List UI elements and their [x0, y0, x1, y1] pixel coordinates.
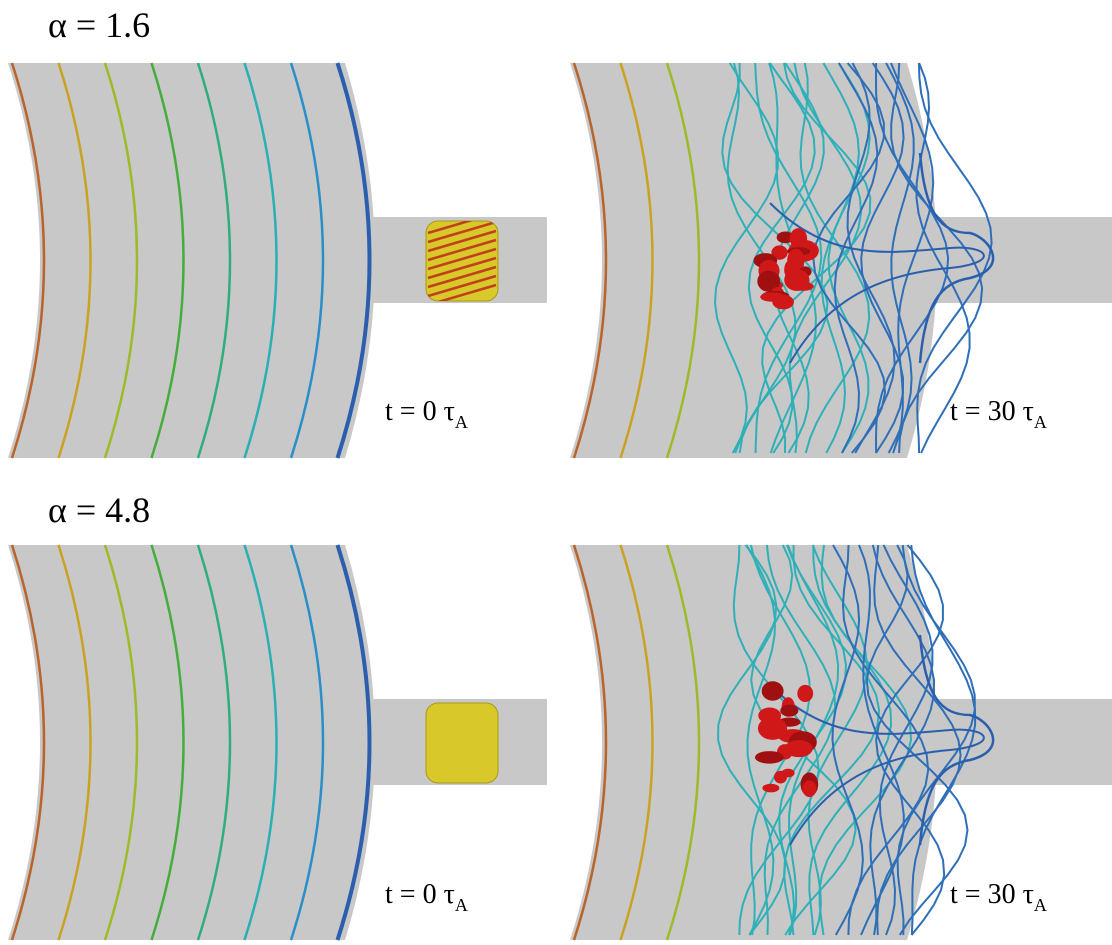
time-label: t = 30 τA: [950, 396, 1047, 432]
time-sub: A: [455, 412, 468, 432]
row-label: α = 1.6: [48, 5, 150, 45]
current-blob: [762, 784, 779, 793]
figure: α = 1.6 α = 4.8 t = 0 τA t = 30 τA t = 0…: [0, 0, 1112, 945]
current-blob: [780, 705, 798, 717]
current-blob: [774, 771, 787, 784]
current-blob: [797, 685, 813, 702]
time: t = 30 τ: [950, 879, 1034, 910]
current-blob: [792, 282, 814, 291]
domain: [8, 63, 375, 458]
time-label: t = 0 τA: [385, 396, 468, 432]
time: t = 0 τ: [385, 396, 455, 427]
panels: [8, 63, 1112, 940]
flux-tube: [426, 703, 498, 783]
time: t = 30 τ: [950, 396, 1034, 427]
time-sub: A: [1034, 412, 1047, 432]
time-label: t = 0 τA: [385, 879, 468, 915]
row-label: α = 4.8: [48, 490, 150, 530]
panel: [8, 545, 547, 940]
duct: [930, 217, 1112, 303]
panel: [8, 63, 547, 458]
time-label: t = 30 τA: [950, 879, 1047, 915]
current-blob: [755, 751, 784, 764]
current-blob: [802, 780, 816, 797]
time-sub: A: [455, 895, 468, 915]
current-blob: [762, 681, 784, 701]
time: t = 0 τ: [385, 879, 455, 910]
time-sub: A: [1034, 895, 1047, 915]
domain: [8, 545, 375, 940]
current-blob: [772, 295, 794, 310]
